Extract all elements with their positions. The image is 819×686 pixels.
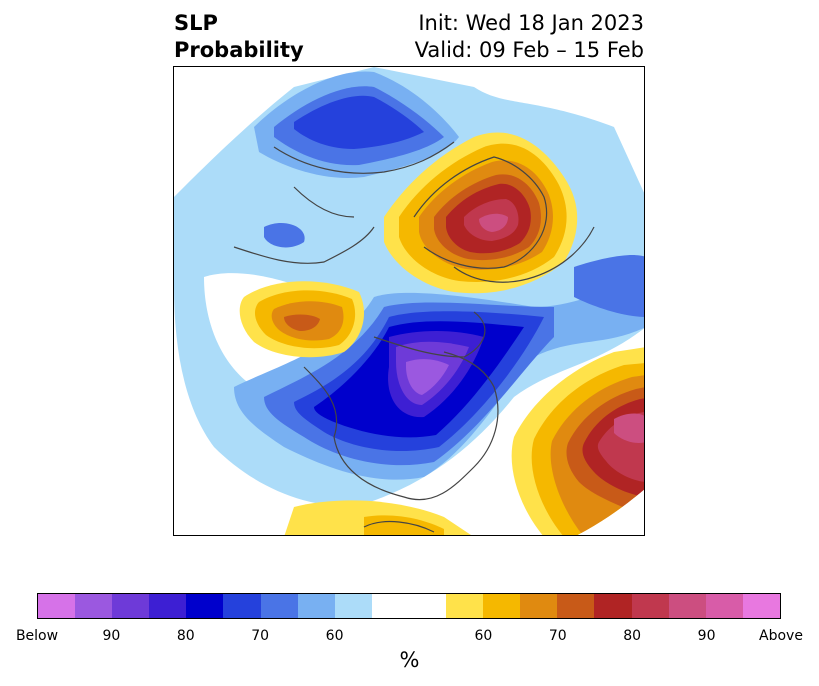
colorbar-swatch [75, 594, 113, 618]
colorbar-swatch [483, 594, 521, 618]
colorbar-swatch [742, 594, 780, 618]
colorbar [37, 593, 781, 619]
colorbar-swatch [334, 594, 372, 618]
colorbar-tick-label: 70 [251, 628, 270, 644]
probability-map [174, 67, 644, 535]
colorbar-swatch [371, 594, 409, 618]
colorbar-unit-label: % [399, 648, 420, 672]
colorbar-swatch [260, 594, 298, 618]
colorbar-swatch [446, 594, 484, 618]
colorbar-tick-label: 60 [474, 628, 493, 644]
map-panel [173, 66, 645, 536]
title-variable: SLP [174, 11, 218, 35]
colorbar-tick-labels: Below 90 80 70 60 60 70 80 90 Above [0, 628, 819, 646]
colorbar-swatch [631, 594, 669, 618]
colorbar-swatch [223, 594, 261, 618]
colorbar-swatch [149, 594, 187, 618]
title-type: Probability [174, 38, 304, 62]
colorbar-tick-label: 60 [325, 628, 344, 644]
colorbar-swatch [186, 594, 224, 618]
forecast-dates: Init: Wed 18 Jan 2023 Valid: 09 Feb – 15… [415, 10, 644, 64]
colorbar-swatch [594, 594, 632, 618]
colorbar-tick-label: 80 [623, 628, 642, 644]
colorbar-tick-label: 90 [697, 628, 716, 644]
colorbar-tick-label: Below [15, 628, 59, 644]
colorbar-swatch [408, 594, 447, 618]
init-date: Init: Wed 18 Jan 2023 [418, 11, 644, 35]
colorbar-swatch [705, 594, 743, 618]
map-title: SLP Probability [174, 10, 304, 64]
colorbar-swatch [297, 594, 335, 618]
colorbar-swatch [557, 594, 595, 618]
valid-range: Valid: 09 Feb – 15 Feb [414, 38, 644, 62]
colorbar-swatch [520, 594, 558, 618]
colorbar-swatch [112, 594, 150, 618]
colorbar-swatch [38, 594, 76, 618]
colorbar-tick-label: 70 [548, 628, 567, 644]
coastlines [233, 141, 595, 533]
colorbar-tick-label: 80 [176, 628, 195, 644]
colorbar-swatch [668, 594, 706, 618]
colorbar-tick-label: Above [759, 628, 803, 644]
colorbar-tick-label: 90 [102, 628, 121, 644]
